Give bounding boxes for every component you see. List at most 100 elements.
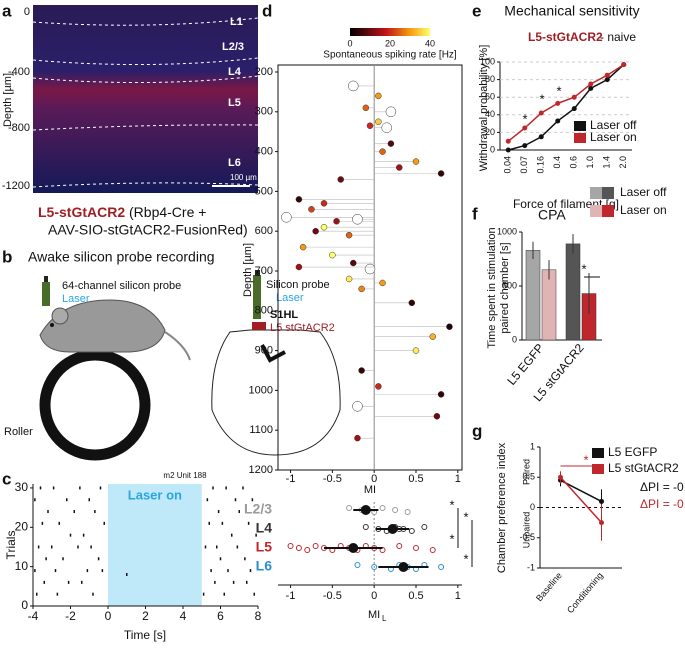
layer-label: L2/3 xyxy=(222,41,244,53)
y-tick-label: 400 xyxy=(255,146,273,158)
unit xyxy=(421,524,428,530)
significance: * xyxy=(581,261,586,276)
unit xyxy=(379,505,386,511)
unit xyxy=(379,279,386,287)
y-tick-label: 1100 xyxy=(249,424,273,436)
legend-label: L5 stGtACR2 xyxy=(608,461,679,475)
point xyxy=(505,138,511,144)
xlabel: MI xyxy=(364,484,376,496)
roller-label: Roller xyxy=(4,426,33,438)
title: m2 Unit 188 xyxy=(163,471,207,480)
x-tick-label: 0.07 xyxy=(519,156,529,174)
y-tick-label: 900 xyxy=(255,345,273,357)
unit xyxy=(312,227,319,235)
unit xyxy=(337,176,344,183)
legend-swatch xyxy=(602,187,614,199)
point xyxy=(538,134,544,140)
unit xyxy=(396,164,403,171)
axis-label: Depth [µm] xyxy=(2,73,14,127)
significance: * xyxy=(449,531,454,546)
x-tick-label: 2 xyxy=(142,609,149,623)
x-tick-label: 0.04 xyxy=(503,156,513,174)
unit xyxy=(446,323,453,330)
x-tick-label: Conditioning xyxy=(565,570,605,615)
significance: * xyxy=(463,509,468,524)
colorbar-tick-label: 40 xyxy=(425,38,435,48)
unit xyxy=(375,92,382,100)
y-tick-label: 1000 xyxy=(497,226,517,236)
y-tick-label: 500 xyxy=(502,280,517,290)
legend-swatch xyxy=(592,448,604,458)
region-label: S1HL xyxy=(270,309,298,321)
mean xyxy=(387,524,398,534)
layer-label: L1 xyxy=(230,16,243,28)
probe-label: 64-channel silicon probe xyxy=(62,280,181,292)
laser-period xyxy=(108,484,202,606)
panel-letter: g xyxy=(472,421,482,440)
y-tick-label: 500 xyxy=(255,185,273,197)
unit xyxy=(375,383,382,390)
unit xyxy=(404,509,411,515)
deltas: ΔPI = -0.79 xyxy=(640,497,685,511)
unit xyxy=(295,263,303,271)
point xyxy=(571,106,577,112)
deltas: ΔPI = -0.33 xyxy=(640,480,685,494)
ylabel: Trials xyxy=(4,531,18,560)
y-tick-label: 10 xyxy=(15,559,29,573)
notes: Paired xyxy=(521,459,531,485)
caption: L5-stGtACR2 (Rbp4-Cre + xyxy=(38,204,206,220)
x-tick-label: L5 EGFP xyxy=(504,341,546,388)
unit xyxy=(329,251,336,259)
legend-swatch xyxy=(590,205,602,217)
panel-letter: f xyxy=(472,204,478,223)
significance: * xyxy=(556,83,561,98)
y-tick-label: 20 xyxy=(485,127,495,137)
unit xyxy=(413,545,419,551)
unit xyxy=(348,80,359,92)
point xyxy=(522,125,528,131)
legend-swatch xyxy=(574,121,586,131)
x-tick-label: 0 xyxy=(371,590,377,602)
y-tick-label: 1 xyxy=(530,441,535,451)
x-tick-label: -0.5 xyxy=(323,590,342,602)
laser-label: Laser xyxy=(276,292,304,304)
bar xyxy=(525,250,541,341)
x-tick-label: 0 xyxy=(105,609,112,623)
unit xyxy=(371,564,378,570)
bar xyxy=(541,269,557,341)
unit xyxy=(352,214,363,225)
x-tick-label: -2 xyxy=(65,609,76,623)
mean xyxy=(348,543,359,553)
unit xyxy=(364,263,376,275)
y-tick-label: 600 xyxy=(255,225,273,237)
unit xyxy=(437,391,445,398)
ylabel: Chamber preference index xyxy=(496,442,508,573)
ylabel: paired chamber [s] xyxy=(499,242,511,333)
panel-letter: b xyxy=(2,247,12,266)
layer-label: L6 xyxy=(228,157,241,169)
layer-label: L5 xyxy=(228,97,241,109)
point xyxy=(588,81,594,87)
layer-label: L6 xyxy=(256,558,273,574)
y-tick-label: 0 xyxy=(490,144,495,154)
x-tick-label: 0 xyxy=(371,473,377,485)
subtitle: L5-stGtACR2 xyxy=(528,30,603,44)
unit xyxy=(358,285,365,293)
mean xyxy=(398,562,409,572)
series-line xyxy=(559,476,603,524)
x-tick-label: -4 xyxy=(28,609,39,623)
target-label: L5 stGtACR2 xyxy=(270,322,335,334)
unit xyxy=(381,122,392,133)
unit xyxy=(412,347,420,354)
depth-tick: -400 xyxy=(8,66,30,78)
unit xyxy=(429,333,436,340)
notes: Unpaired xyxy=(521,512,531,549)
legend-label: Laser on xyxy=(620,203,667,217)
unit xyxy=(385,106,397,118)
point xyxy=(571,94,577,100)
panel-letter: e xyxy=(472,1,481,20)
unit xyxy=(345,275,353,283)
x-tick-label: -0.5 xyxy=(323,473,342,485)
y-tick-label: 30 xyxy=(15,480,29,494)
